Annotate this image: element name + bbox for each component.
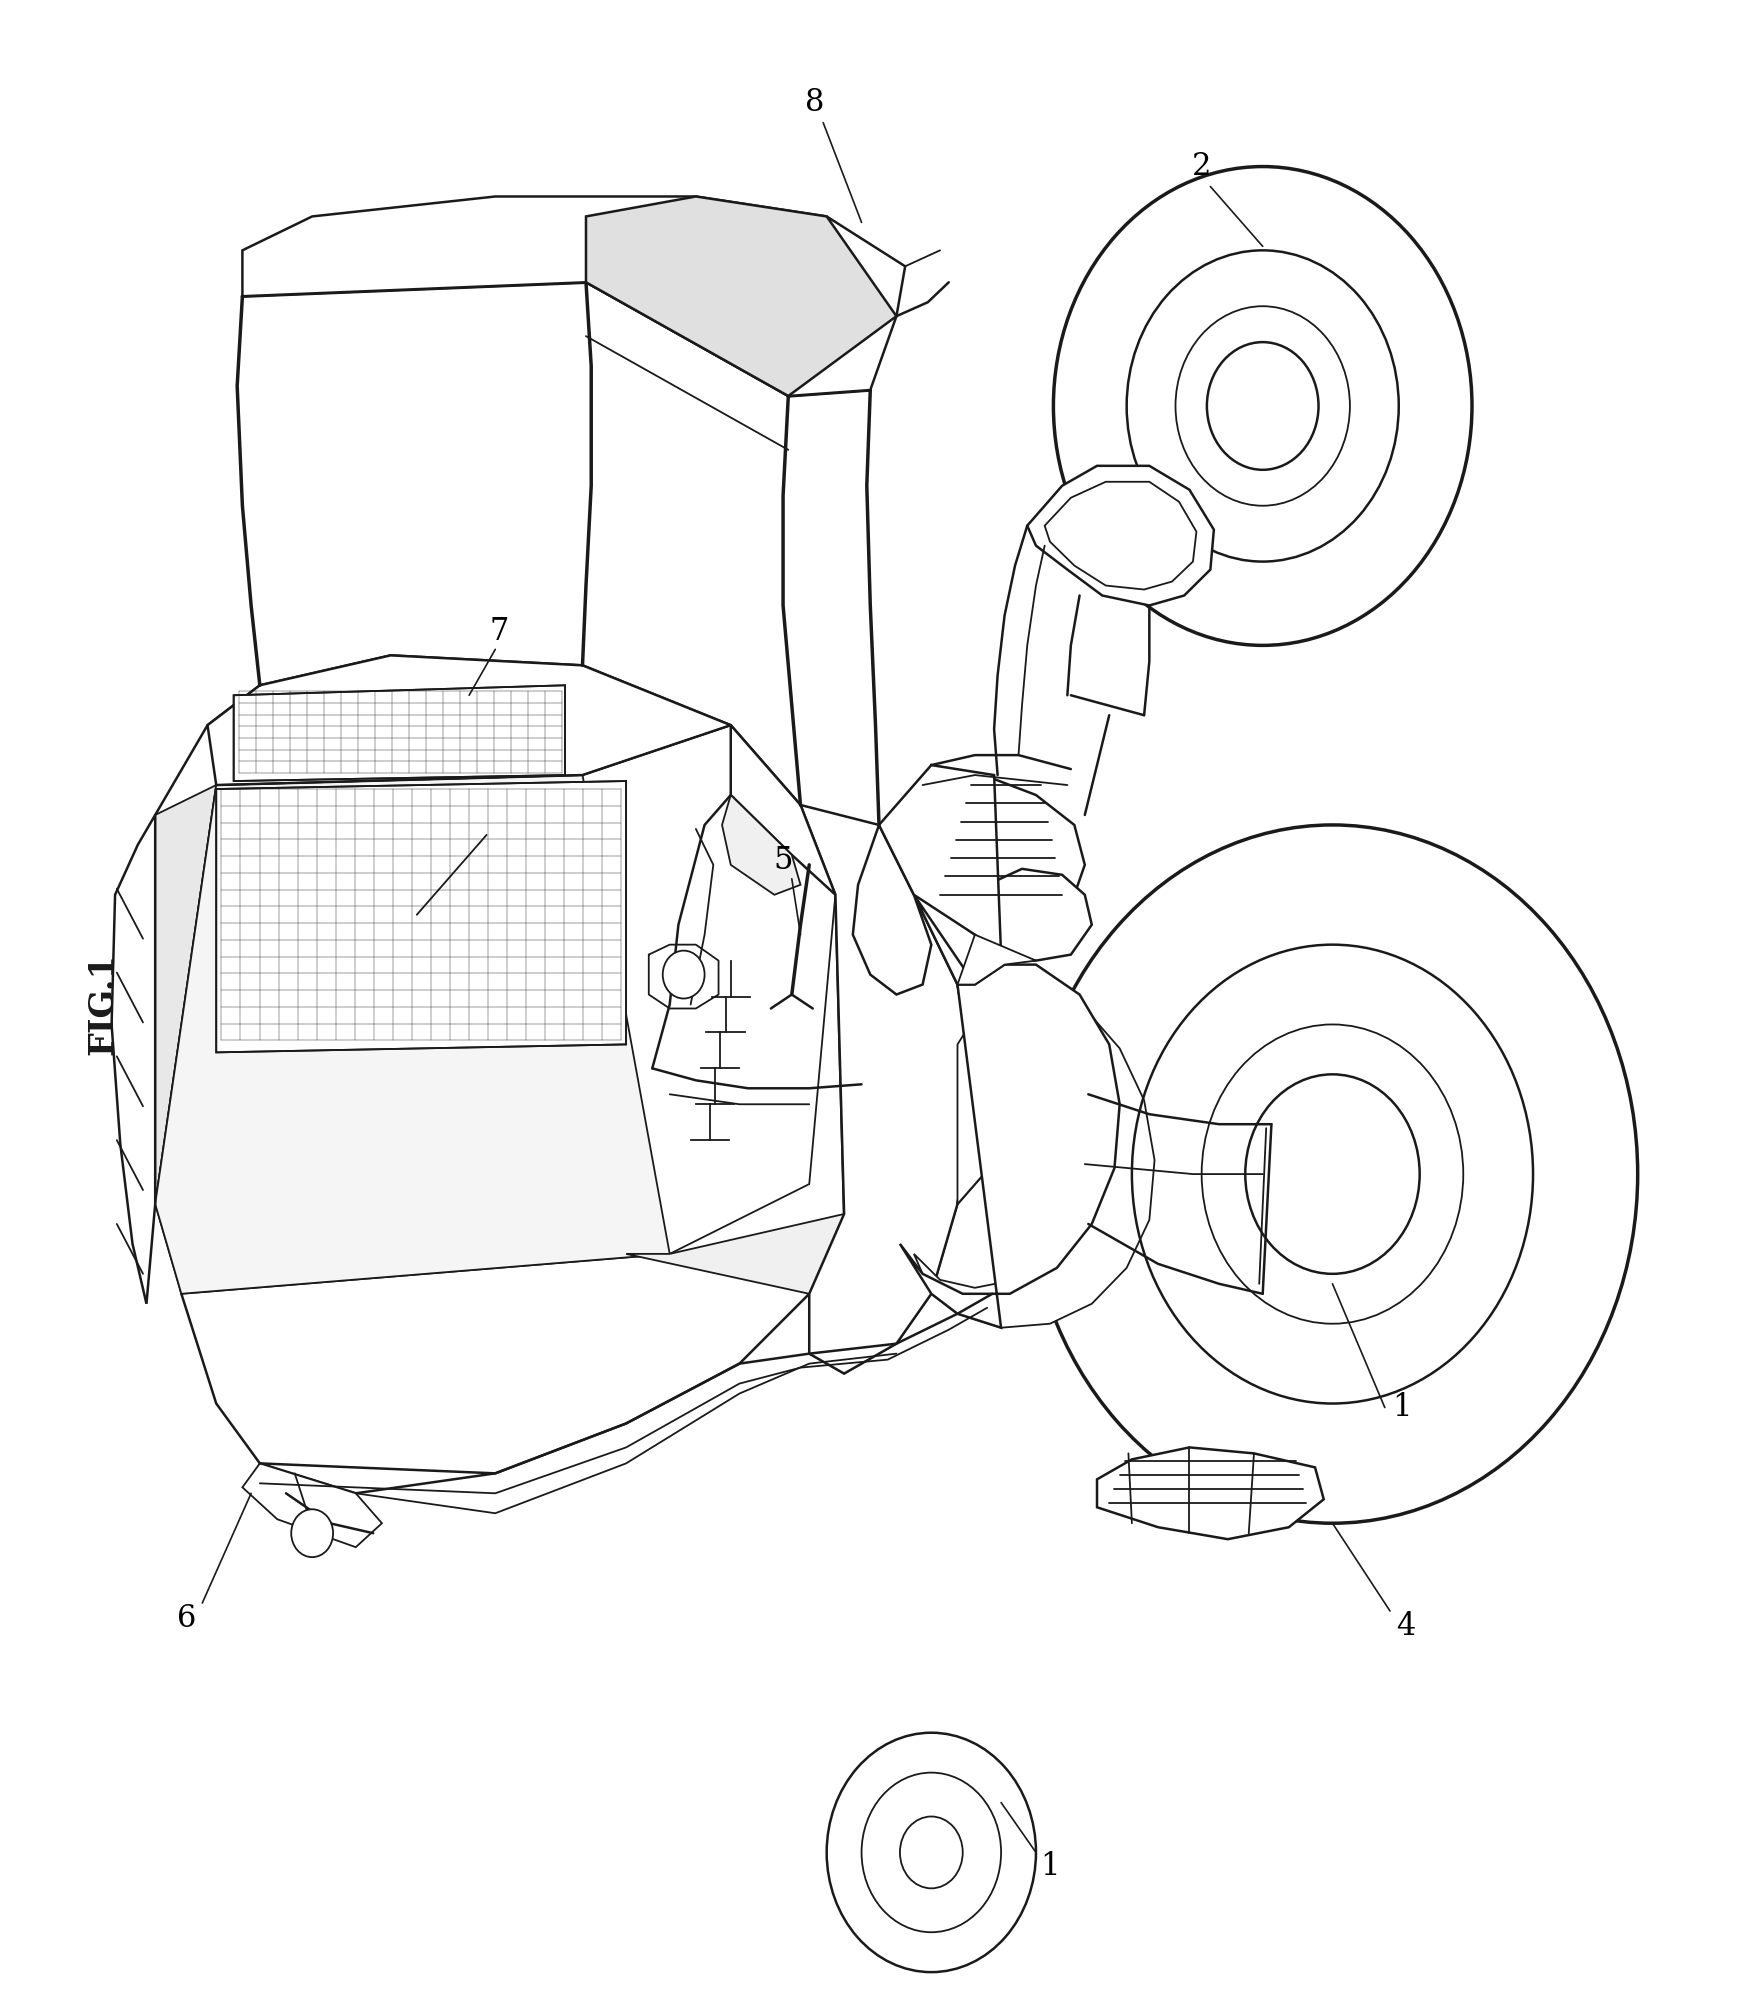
Polygon shape [958,934,1035,984]
Polygon shape [852,826,931,994]
Circle shape [662,950,705,998]
Circle shape [900,1816,963,1888]
Text: 2: 2 [1191,151,1211,183]
Text: 4: 4 [1395,1611,1414,1643]
Polygon shape [155,725,835,1294]
Circle shape [1175,305,1349,506]
Polygon shape [234,685,564,782]
Polygon shape [878,765,1000,954]
Polygon shape [242,197,905,396]
Circle shape [1202,1025,1462,1324]
Circle shape [1207,342,1318,470]
Polygon shape [242,1463,381,1547]
Circle shape [1052,167,1471,645]
Polygon shape [585,197,896,396]
Polygon shape [966,868,1091,960]
Polygon shape [799,806,975,1374]
Circle shape [826,1732,1035,1973]
Polygon shape [1026,466,1212,605]
Polygon shape [900,964,1119,1328]
Polygon shape [216,782,625,1053]
Polygon shape [1096,1446,1323,1539]
Polygon shape [914,964,1154,1328]
Polygon shape [914,894,1017,1203]
Text: 1: 1 [1392,1392,1411,1422]
Polygon shape [155,655,843,1493]
Polygon shape [111,816,155,1304]
Circle shape [292,1509,332,1557]
Text: 5: 5 [773,846,792,876]
Polygon shape [722,796,799,894]
Polygon shape [731,725,835,894]
Polygon shape [155,786,216,1203]
Text: 6: 6 [177,1603,197,1635]
Polygon shape [155,775,669,1294]
Text: 7: 7 [488,617,508,647]
Polygon shape [207,655,731,786]
Polygon shape [914,765,1084,940]
Circle shape [1026,826,1638,1523]
Text: FIG.1: FIG.1 [86,954,119,1055]
Polygon shape [625,1203,958,1374]
Text: 8: 8 [805,86,824,119]
Circle shape [1244,1075,1420,1274]
Text: 1: 1 [1040,1850,1059,1882]
